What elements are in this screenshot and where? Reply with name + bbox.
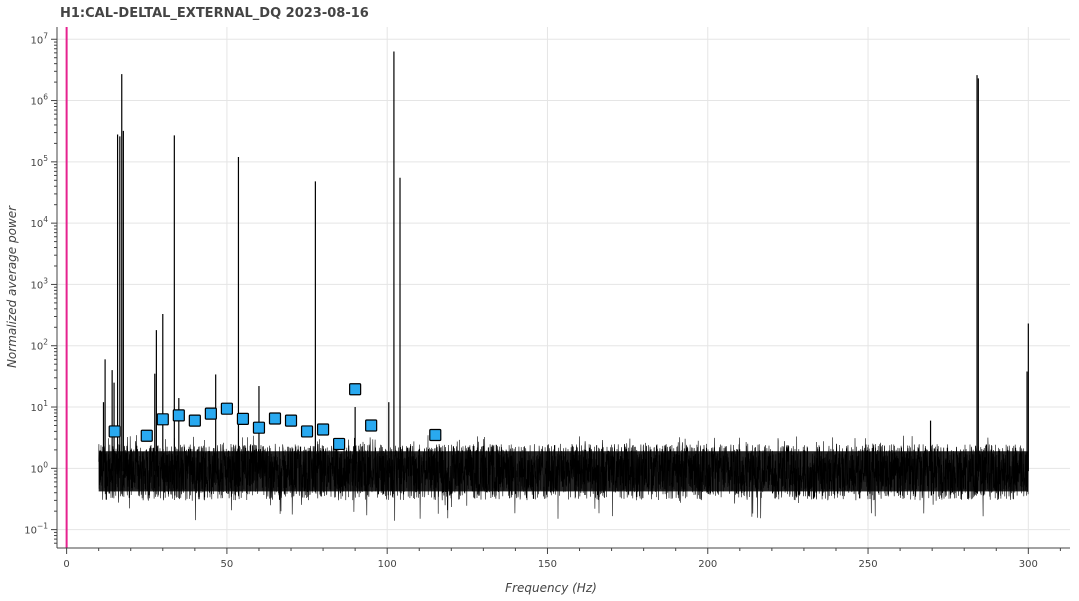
y-tick-label: 101 [30,399,48,414]
y-tick-label: 106 [30,93,48,108]
line-marker-square [220,402,234,415]
spectrum-noise-band [98,451,1029,492]
line-marker-square [349,383,362,396]
line-marker-square [188,414,201,427]
y-tick-label: 103 [30,276,48,291]
x-tick-label: 50 [221,559,234,570]
line-marker-square [365,419,378,432]
line-marker-square [108,425,121,438]
line-marker-square [316,423,330,436]
line-marker-square [172,409,185,422]
y-tick-label: 104 [30,215,48,230]
grid-lines [57,27,1070,548]
plot-area [65,27,1029,548]
line-marker-square [252,421,266,434]
x-tick-label: 100 [378,559,397,570]
line-marker-square [429,428,442,442]
y-axis-label: Normalized average power [5,205,19,368]
line-marker-square [236,412,250,426]
line-marker-square [300,425,314,438]
y-tick-label: 107 [30,31,48,46]
line-marker-square [333,437,346,451]
y-tick-label: 10−1 [24,522,48,537]
line-marker-square [140,429,153,442]
x-tick-label: 0 [63,559,69,570]
x-axis-label: Frequency (Hz) [505,581,597,595]
x-tick-label: 150 [538,559,557,570]
x-tick-label: 250 [858,559,877,570]
y-tick-label: 105 [30,154,48,169]
line-marker-square [284,414,298,427]
line-marker-square [268,412,282,425]
line-marker-square [156,413,169,426]
x-tick-label: 300 [1019,559,1038,570]
x-tick-label: 200 [698,559,717,570]
y-tick-label: 102 [30,338,48,353]
y-tick-label: 100 [30,460,48,475]
chart-title: H1:CAL-DELTAL_EXTERNAL_DQ 2023-08-16 [60,6,369,21]
axes: 0 50 100 150 200 250 300 107 106 105 104 103 102 101 1… [24,27,1070,570]
line-marker-square [204,407,217,420]
